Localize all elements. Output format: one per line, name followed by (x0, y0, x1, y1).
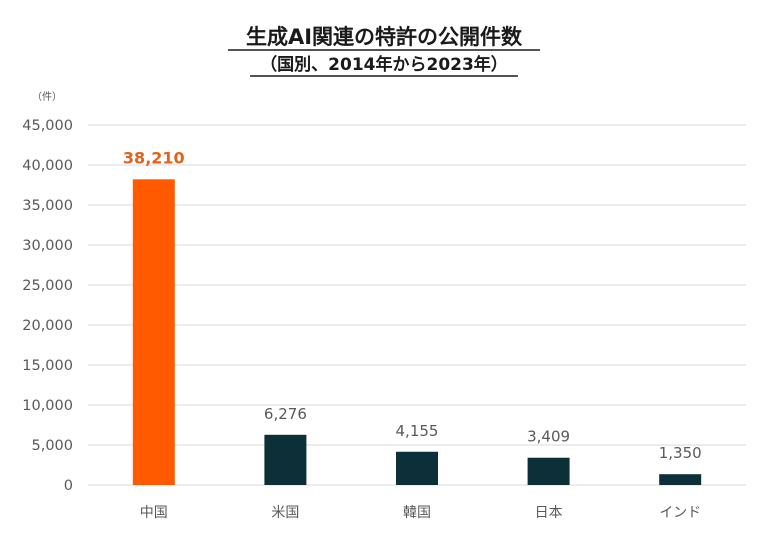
x-axis-ticks: 中国 米国 韓国 日本 インド (140, 505, 701, 521)
bars (132, 179, 702, 485)
x-tick-label-0: 中国 (140, 505, 168, 521)
data-label-4: 1,350 (659, 444, 702, 462)
y-tick-label: 30,000 (22, 238, 73, 254)
y-tick-label: 0 (64, 478, 73, 494)
bar-3 (527, 457, 570, 485)
x-tick-label-4: インド (659, 505, 701, 521)
data-labels: 38,210 6,276 4,155 3,409 1,350 (123, 148, 702, 462)
gridlines (88, 124, 746, 486)
x-tick-label-3: 日本 (535, 505, 563, 521)
y-tick-label: 5,000 (31, 438, 73, 454)
y-tick-label: 35,000 (22, 198, 73, 214)
x-tick-label-1: 米国 (271, 505, 299, 521)
data-label-2: 4,155 (396, 422, 439, 440)
data-label-1: 6,276 (264, 405, 307, 423)
y-tick-label: 10,000 (22, 398, 73, 414)
unit-label: （件） (32, 91, 62, 103)
chart-subtitle: （国別、2014年から2023年） (260, 54, 508, 75)
y-tick-label: 15,000 (22, 358, 73, 374)
bar-1 (264, 434, 307, 485)
bar-4 (659, 474, 702, 485)
bar-0 (132, 179, 175, 485)
y-axis-ticks: 0 5,000 10,000 15,000 20,000 25,000 30,000 35,0… (22, 118, 73, 494)
y-tick-label: 25,000 (22, 278, 73, 294)
y-tick-label: 40,000 (22, 158, 73, 174)
data-label-3: 3,409 (527, 428, 570, 446)
bar-2 (396, 451, 438, 485)
chart-title: 生成AI関連の特許の公開件数 (246, 25, 523, 49)
y-tick-label: 20,000 (22, 318, 73, 334)
y-tick-label: 45,000 (22, 118, 73, 134)
x-tick-label-2: 韓国 (403, 505, 431, 521)
data-label-0: 38,210 (123, 148, 185, 167)
